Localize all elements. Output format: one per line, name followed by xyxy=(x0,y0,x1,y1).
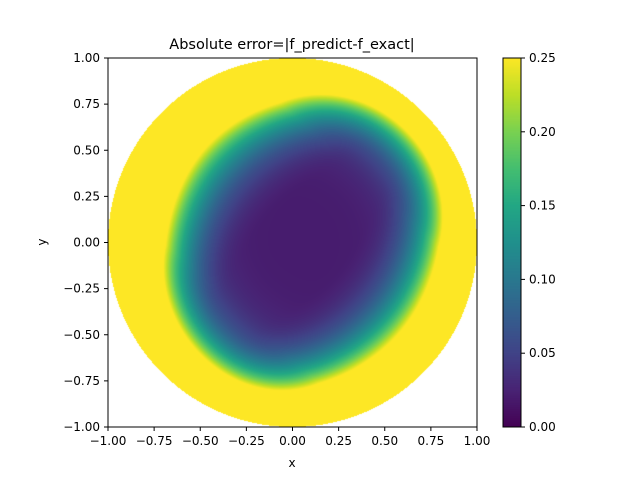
colorbar-frame xyxy=(502,57,522,428)
y-tick-label: 0.00 xyxy=(73,236,100,250)
chart-title: Absolute error=|f_predict-f_exact| xyxy=(169,37,414,53)
y-tick-label: −0.75 xyxy=(63,374,100,388)
y-tick-label: 1.00 xyxy=(73,51,100,65)
colorbar-gradient xyxy=(503,58,521,427)
y-tick-label: 0.50 xyxy=(73,143,100,157)
colorbar-tick-label: 0.25 xyxy=(529,51,556,65)
colorbar-axis: 0.00 0.05 0.10 0.15 0.20 0.25 xyxy=(521,51,556,434)
y-tick-label: −0.50 xyxy=(63,328,100,342)
y-tick-label: 0.25 xyxy=(73,189,100,203)
x-tick-label: 1.00 xyxy=(464,434,491,448)
x-tick-label: 0.00 xyxy=(279,434,306,448)
colorbar-tick-label: 0.00 xyxy=(529,420,556,434)
colorbar-tick-label: 0.10 xyxy=(529,272,556,286)
y-tick-label: −1.00 xyxy=(63,420,100,434)
x-tick-label: 0.75 xyxy=(418,434,445,448)
x-tick-label: 0.25 xyxy=(325,434,352,448)
plot-frame xyxy=(107,57,478,428)
x-tick-label: −0.50 xyxy=(182,434,219,448)
x-tick-label: 0.50 xyxy=(371,434,398,448)
y-axis-label: y xyxy=(35,238,49,245)
x-axis: −1.00 −0.75 −0.50 −0.25 0.00 0.25 0.50 0.75 1.00 xyxy=(90,427,491,448)
colorbar-tick-label: 0.15 xyxy=(529,199,556,213)
y-tick-label: 0.75 xyxy=(73,97,100,111)
x-tick-label: −1.00 xyxy=(90,434,127,448)
x-tick-label: −0.25 xyxy=(228,434,265,448)
x-axis-label: x xyxy=(288,456,295,470)
colorbar-tick-label: 0.20 xyxy=(529,125,556,139)
x-tick-label: −0.75 xyxy=(136,434,173,448)
error-heatmap xyxy=(108,58,477,427)
y-axis: −1.00 −0.75 −0.50 −0.25 0.00 0.25 0.50 0.75 1.00 xyxy=(63,51,108,434)
colorbar-tick-label: 0.05 xyxy=(529,346,556,360)
y-tick-label: −0.25 xyxy=(63,282,100,296)
